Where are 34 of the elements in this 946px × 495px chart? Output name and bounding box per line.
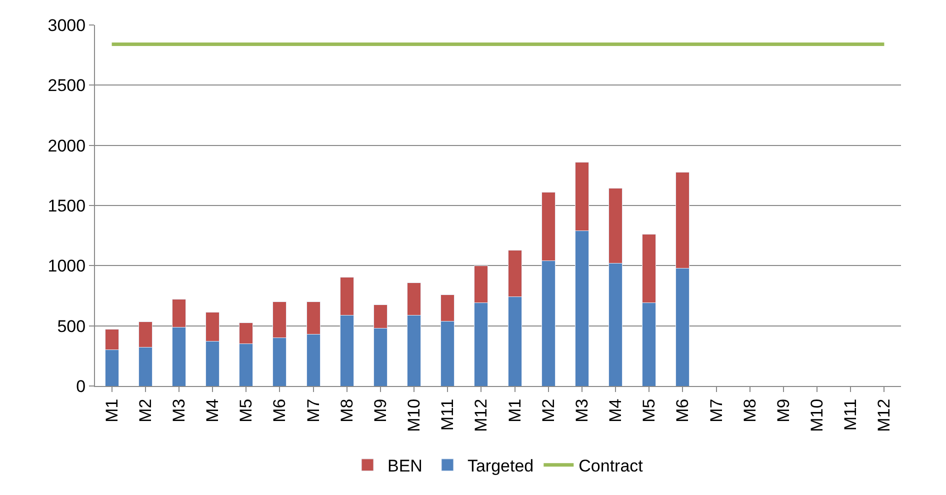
x-tick-label: M1 bbox=[102, 398, 122, 422]
x-tick-label: M4 bbox=[203, 398, 222, 422]
x-tick-label: M6 bbox=[270, 398, 290, 422]
y-tick-label: 2000 bbox=[48, 136, 86, 156]
x-tick-label: M3 bbox=[169, 398, 188, 422]
x-tick-label: M6 bbox=[673, 398, 692, 422]
x-tick-label: M4 bbox=[606, 398, 626, 422]
x-tick-label: M11 bbox=[841, 398, 860, 431]
y-tick-label: 500 bbox=[57, 316, 86, 336]
y-tick-label: 2500 bbox=[48, 76, 86, 96]
x-tick-label: M11 bbox=[438, 398, 458, 431]
x-tick-label: M10 bbox=[808, 398, 827, 432]
x-tick-label: M5 bbox=[236, 398, 256, 422]
x-tick-label: M2 bbox=[538, 398, 558, 422]
x-tick-label: M10 bbox=[404, 398, 424, 432]
x-tick-label: M12 bbox=[874, 398, 894, 432]
x-tick-label: M2 bbox=[136, 398, 155, 422]
y-tick-label: 1000 bbox=[48, 256, 86, 276]
y-tick-label: 1500 bbox=[48, 196, 86, 216]
x-tick-label: M8 bbox=[337, 398, 356, 422]
x-tick-label: M8 bbox=[740, 398, 760, 422]
y-tick-label: 0 bbox=[76, 376, 86, 396]
legend-label: Targeted bbox=[467, 456, 534, 476]
y-tick-label: 3000 bbox=[48, 16, 86, 35]
x-tick-label: M12 bbox=[472, 398, 491, 432]
x-tick-label: M5 bbox=[640, 398, 659, 422]
legend-label: Contract bbox=[578, 456, 644, 476]
legend-label: BEN bbox=[388, 456, 422, 476]
x-tick-label: M9 bbox=[370, 398, 390, 422]
x-tick-label: M7 bbox=[706, 398, 726, 422]
x-tick-label: M1 bbox=[505, 398, 524, 422]
x-tick-label: M9 bbox=[774, 398, 793, 422]
x-tick-label: M3 bbox=[572, 398, 592, 422]
x-tick-label: M7 bbox=[304, 398, 323, 422]
